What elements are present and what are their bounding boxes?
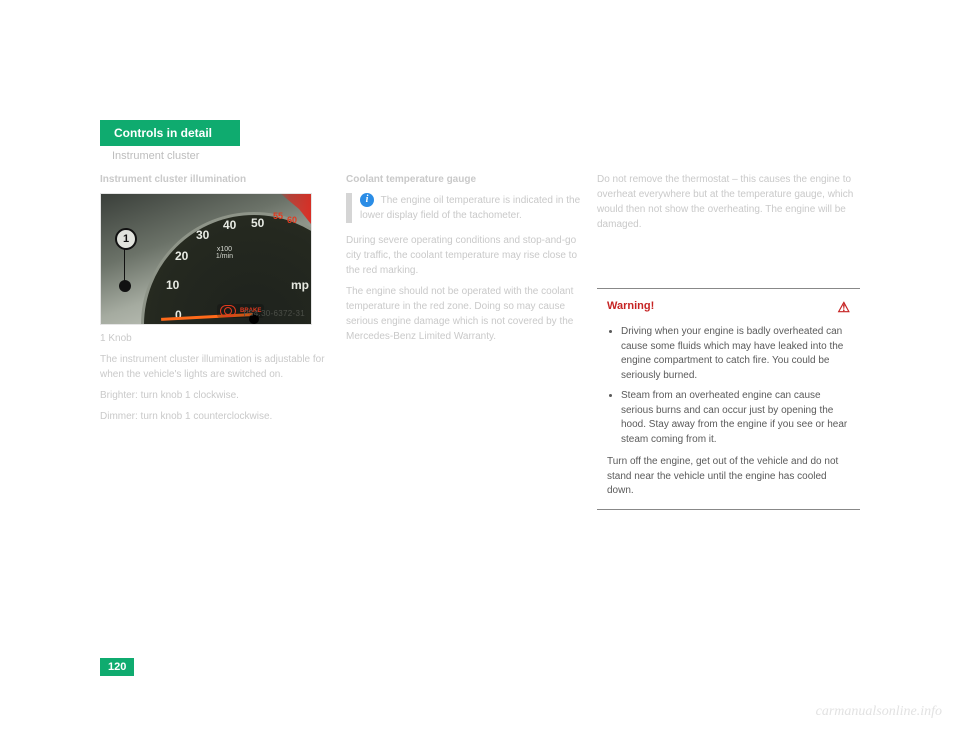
- warning-box: Warning! ⚠ Driving when your engine is b…: [597, 288, 860, 510]
- dial-60: 60: [287, 214, 297, 228]
- col2-p1: During severe operating conditions and s…: [346, 233, 581, 278]
- section-tab: Controls in detail: [100, 120, 240, 146]
- page-number: 120: [100, 658, 134, 676]
- dial-40: 40: [223, 216, 236, 234]
- info-icon: i: [360, 193, 374, 207]
- dial-55: 55: [273, 210, 283, 224]
- photo-id: P54.30-6372-31: [243, 308, 305, 320]
- warning-item-2: Steam from an overheated engine can caus…: [621, 389, 850, 447]
- brake-icon: [220, 305, 236, 317]
- callout-1-circle: 1: [115, 228, 137, 250]
- x100-top: x100: [217, 246, 232, 253]
- tachometer-image: 0 10 20 30 40 50 55 60 x100 1/min BRAKE …: [100, 193, 312, 325]
- col3-p1: Do not remove the thermostat – this caus…: [597, 172, 860, 232]
- col1-heading: Instrument cluster illumination: [100, 172, 330, 187]
- warning-list: Driving when your engine is badly overhe…: [607, 325, 850, 447]
- callout-1-line: [124, 248, 125, 284]
- col-3: Do not remove the thermostat – this caus…: [597, 172, 860, 510]
- info-text: The engine oil temperature is indicated …: [360, 195, 580, 221]
- dial-30: 30: [196, 226, 209, 244]
- watermark: carmanualsonline.info: [816, 704, 942, 720]
- x100-bot: 1/min: [216, 253, 233, 260]
- x100-label: x100 1/min: [216, 246, 233, 260]
- mp-label: mp: [291, 276, 309, 294]
- info-note: i The engine oil temperature is indicate…: [346, 193, 581, 223]
- warning-triangle-icon: ⚠: [837, 297, 850, 317]
- col1-b1: Brighter: turn knob 1 clockwise.: [100, 388, 330, 403]
- col2-p2: The engine should not be operated with t…: [346, 284, 581, 344]
- col1-caption: 1 Knob: [100, 331, 330, 346]
- col1-p1: The instrument cluster illumination is a…: [100, 352, 330, 382]
- section-subtitle: Instrument cluster: [112, 150, 860, 162]
- columns: Instrument cluster illumination 0 10 20 …: [100, 172, 860, 510]
- warning-title: Warning!: [607, 299, 654, 315]
- warning-header: Warning! ⚠: [607, 297, 850, 317]
- dial-0: 0: [175, 306, 182, 324]
- dial-50: 50: [251, 214, 264, 232]
- callout-1-dot: [119, 280, 131, 292]
- header-row: Controls in detail: [100, 120, 860, 146]
- col-1: Instrument cluster illumination 0 10 20 …: [100, 172, 330, 510]
- dial-10: 10: [166, 276, 179, 294]
- page-content: Controls in detail Instrument cluster In…: [100, 120, 860, 510]
- dial-20: 20: [175, 247, 188, 265]
- col1-b2: Dimmer: turn knob 1 counterclockwise.: [100, 409, 330, 424]
- col-2: Coolant temperature gauge i The engine o…: [346, 172, 581, 510]
- warning-footer: Turn off the engine, get out of the vehi…: [607, 455, 850, 499]
- warning-item-1: Driving when your engine is badly overhe…: [621, 325, 850, 383]
- col2-heading: Coolant temperature gauge: [346, 172, 581, 187]
